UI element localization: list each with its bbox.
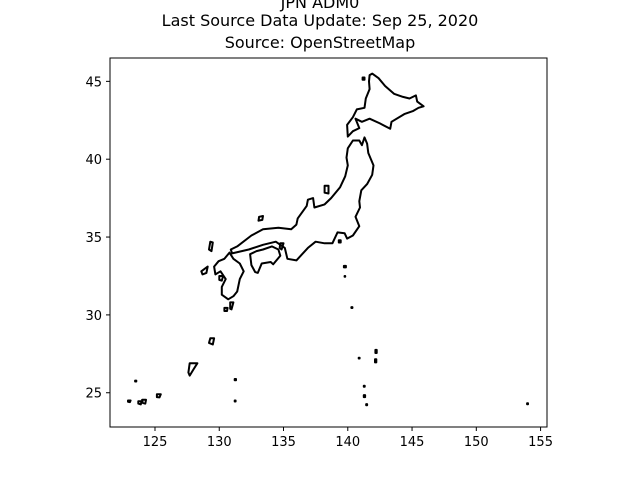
y-axis: 25 30 35 40 45 [85,75,110,402]
y-tick-label: 25 [85,387,102,402]
y-tick-label: 40 [85,153,102,168]
feature-minami-iwo-jima [365,403,369,407]
feature-iwo-jima [362,394,367,399]
x-tick-label: 150 [464,435,489,450]
feature-yakushima [223,306,229,312]
feature-chichijima [374,348,378,354]
feature-okinawa [187,362,199,377]
feature-sado [323,184,330,195]
feature-torishima [350,306,354,309]
feature-honshu [229,136,375,262]
map-title-line-1: JPN ADM0 [280,0,360,12]
feature-aogashima [343,275,347,278]
feature-senkaku [134,379,138,383]
x-tick-label: 140 [335,435,360,450]
feature-nishinoshima [357,356,361,360]
map-title-line-2: Last Source Data Update: Sep 25, 2020 [161,11,479,30]
feature-amakusa [218,275,225,282]
x-tick-label: 155 [528,435,553,450]
y-tick-label: 45 [85,75,102,90]
feature-ishigaki [141,398,147,405]
feature-rishiri [361,76,366,81]
feature-hokkaido [346,72,425,138]
feature-daito [233,378,237,382]
feature-tanegashima [229,301,235,311]
feature-miyako [155,393,162,399]
x-tick-label: 125 [143,435,168,450]
feature-hachijojima [342,264,347,269]
feature-minamitorishima [526,402,529,406]
feature-oki-daito [233,399,237,403]
y-tick-label: 35 [85,231,102,246]
feature-amami [208,337,216,346]
feature-kyushu [213,251,245,301]
x-axis: 125 130 135 140 145 150 155 [143,427,553,450]
feature-yonaguni [127,399,132,404]
feature-shikoku [249,245,282,274]
x-tick-label: 135 [271,435,296,450]
feature-awaji [278,242,285,251]
feature-tsushima [208,240,214,253]
map-layer [127,72,529,465]
feature-hahajima [374,358,378,364]
feature-oki [257,215,264,222]
feature-izu-oshima [337,239,342,244]
feature-iriomote [137,400,143,406]
x-tick-label: 145 [400,435,425,450]
feature-okinotorishima [297,464,298,465]
feature-goto [200,265,209,276]
axes-frame [109,57,548,428]
feature-kita-iwo-jima [362,384,366,388]
map-title-line-3: Source: OpenStreetMap [224,33,416,52]
x-tick-label: 130 [207,435,232,450]
y-tick-label: 30 [85,309,102,324]
